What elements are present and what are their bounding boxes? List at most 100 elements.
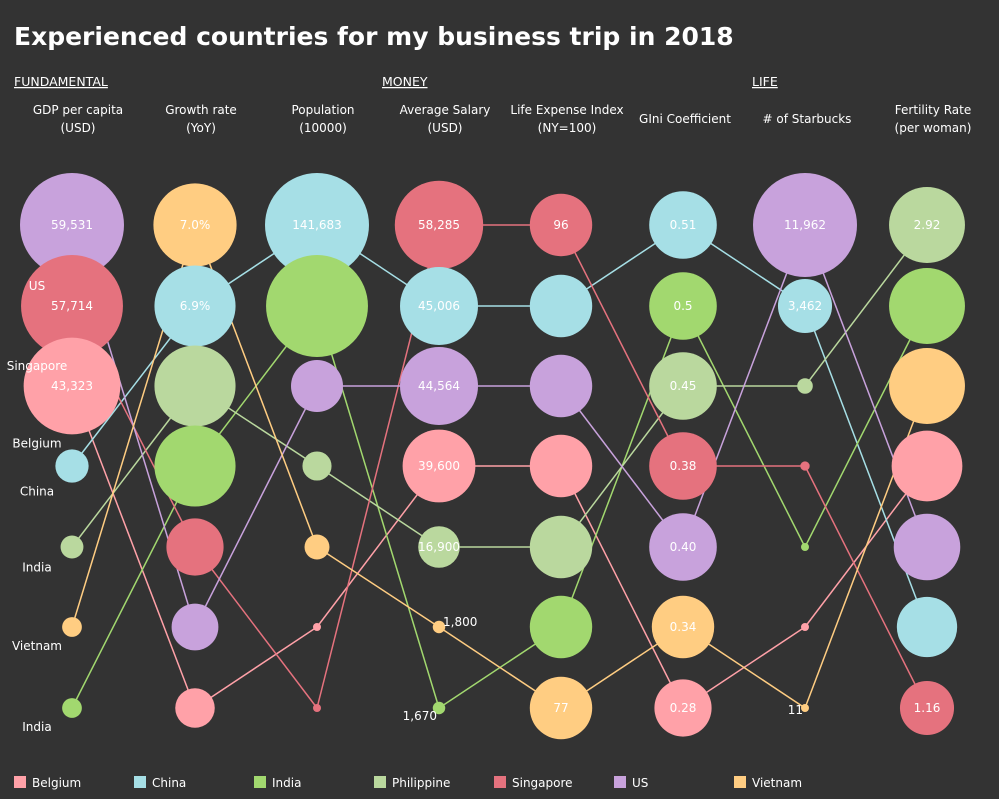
point-vietnam xyxy=(801,704,809,712)
point-china xyxy=(896,596,958,658)
series-line-india xyxy=(71,465,196,709)
point-india xyxy=(266,255,368,357)
section-life: LIFE xyxy=(752,74,778,89)
column-header-unit: (USD) xyxy=(60,121,95,135)
point-us xyxy=(291,360,343,412)
row-label: China xyxy=(20,485,54,499)
point-vietnam xyxy=(432,620,446,634)
data-label: 3,462 xyxy=(788,299,822,313)
point-us xyxy=(171,603,219,651)
legend-label-belgium: Belgium xyxy=(32,776,81,790)
legend-swatch-vietnam xyxy=(734,776,746,788)
chart-title: Experienced countries for my business tr… xyxy=(14,22,734,51)
point-china xyxy=(154,265,236,347)
column-header-name: Population xyxy=(291,103,354,117)
data-label: 39,600 xyxy=(418,459,460,473)
data-label: 77 xyxy=(553,701,568,715)
point-india xyxy=(62,698,82,718)
data-label: 43,323 xyxy=(51,379,93,393)
point-philippine xyxy=(302,451,332,481)
data-label: 1,800 xyxy=(443,615,477,629)
data-label: 1.16 xyxy=(914,701,941,715)
series-line-india xyxy=(682,305,806,548)
legend-swatch-belgium xyxy=(14,776,26,788)
point-philippine xyxy=(60,535,84,559)
legend-swatch-singapore xyxy=(494,776,506,788)
point-vietnam xyxy=(889,348,965,424)
point-philippine xyxy=(889,187,965,263)
legend-label-singapore: Singapore xyxy=(512,776,573,790)
point-vietnam xyxy=(304,534,330,560)
legend-swatch-us xyxy=(614,776,626,788)
point-vietnam xyxy=(153,183,237,267)
section-fundamental: FUNDAMENTAL xyxy=(14,74,108,89)
point-belgium xyxy=(402,429,476,503)
column-header-unit: (10000) xyxy=(299,121,347,135)
data-label: 141,683 xyxy=(292,218,342,232)
series-line-us xyxy=(682,224,806,548)
series-line-belgium xyxy=(560,465,684,709)
data-label: 16,900 xyxy=(418,540,460,554)
point-belgium xyxy=(891,430,963,502)
point-vietnam xyxy=(651,595,715,659)
column-headers: GDP per capita (USD) Growth rate (YoY) Popul… xyxy=(33,103,972,135)
column-header-unit: (NY=100) xyxy=(538,121,597,135)
point-philippine xyxy=(529,515,593,579)
row-label: Belgium xyxy=(12,436,61,450)
ranking-circles: 59,531 57,714 43,323 7.0% 6.9% 141,683 58,285 4… xyxy=(20,173,965,740)
point-us xyxy=(649,513,717,581)
point-philippine xyxy=(154,345,236,427)
column-header-unit: (YoY) xyxy=(186,121,216,135)
column-header-name: Fertility Rate xyxy=(895,103,971,117)
series-line-philippine xyxy=(316,465,440,548)
series-line-belgium xyxy=(194,626,318,709)
row-labels: US Singapore Belgium China India Vietnam India xyxy=(7,279,68,734)
data-label: 11,962 xyxy=(784,218,826,232)
data-label: 58,285 xyxy=(418,218,460,232)
data-label: 11 xyxy=(788,703,803,717)
point-india xyxy=(432,701,446,715)
data-label: 0.45 xyxy=(670,379,697,393)
data-label: 45,006 xyxy=(418,299,460,313)
legend-swatch-philippine xyxy=(374,776,386,788)
column-header-name: # of Starbucks xyxy=(763,112,852,126)
point-us xyxy=(400,347,478,425)
legend-swatch-india xyxy=(254,776,266,788)
point-china xyxy=(400,267,478,345)
point-china xyxy=(649,191,717,259)
point-singapore xyxy=(899,680,955,736)
point-singapore xyxy=(166,518,224,576)
row-label: India xyxy=(22,560,51,574)
point-india xyxy=(529,595,593,659)
point-belgium xyxy=(175,688,215,728)
point-philippine xyxy=(418,526,460,568)
legend-label-china: China xyxy=(152,776,186,790)
point-philippine xyxy=(797,378,813,394)
column-header-name: Growth rate xyxy=(165,103,237,117)
column-header-unit: (per woman) xyxy=(895,121,972,135)
point-singapore xyxy=(21,255,123,357)
series-line-singapore xyxy=(560,224,684,467)
data-label: 6.9% xyxy=(180,299,211,313)
row-label: US xyxy=(29,279,45,293)
point-belgium xyxy=(801,623,809,631)
legend: Belgium China India Philippine Singapore US Vi… xyxy=(14,776,802,790)
data-label: 59,531 xyxy=(51,218,93,232)
series-line-vietnam xyxy=(316,546,440,628)
data-label: 0.5 xyxy=(673,299,692,313)
legend-label-philippine: Philippine xyxy=(392,776,450,790)
series-line-singapore xyxy=(804,465,928,709)
column-header-name: GIni Coefficient xyxy=(639,112,731,126)
point-china xyxy=(265,173,369,277)
section-money: MONEY xyxy=(382,74,428,89)
column-header-name: Average Salary xyxy=(400,103,491,117)
point-india xyxy=(154,425,236,507)
data-label: 96 xyxy=(553,218,568,232)
data-label: 1,670 xyxy=(403,709,437,723)
point-belgium xyxy=(23,337,121,435)
point-india xyxy=(801,543,809,551)
data-label: 0.38 xyxy=(670,459,697,473)
series-line-singapore xyxy=(194,546,318,709)
series-line-us xyxy=(194,385,318,628)
